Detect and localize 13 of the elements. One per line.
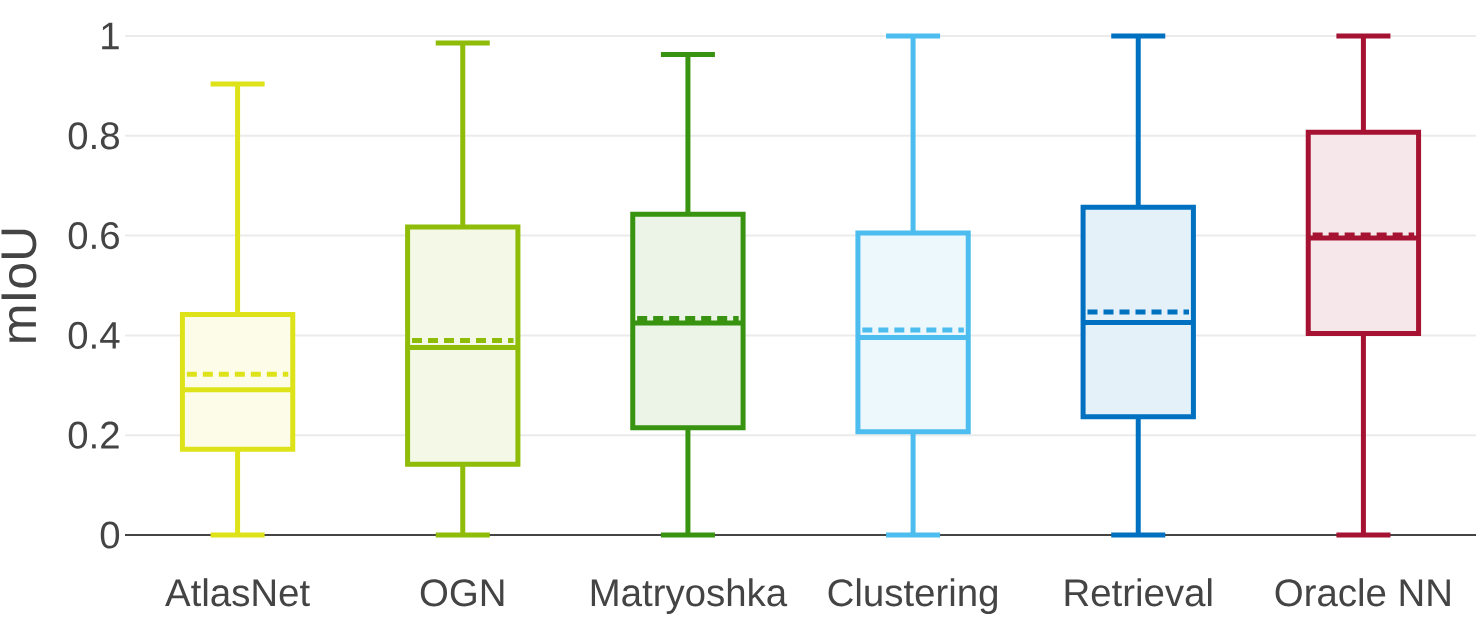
y-tick-label: 0.6 — [68, 222, 119, 250]
x-tick-label: Matryoshka — [591, 578, 788, 614]
x-tick-label: OGN — [420, 579, 504, 607]
y-axis-title: mIoU — [1, 229, 37, 342]
y-tick-label: 0.8 — [68, 122, 119, 150]
y-tick-label: 1 — [102, 22, 119, 50]
x-tick-label: Clustering — [828, 578, 998, 614]
y-tick-label: 0.2 — [68, 421, 119, 449]
x-tick-label: AtlasNet — [165, 578, 310, 607]
x-tick-label: Retrieval — [1065, 578, 1212, 607]
y-tick-label: 0 — [100, 521, 120, 549]
x-tick-label: Oracle NN — [1275, 578, 1450, 607]
y-tick-label: 0.4 — [68, 321, 120, 349]
